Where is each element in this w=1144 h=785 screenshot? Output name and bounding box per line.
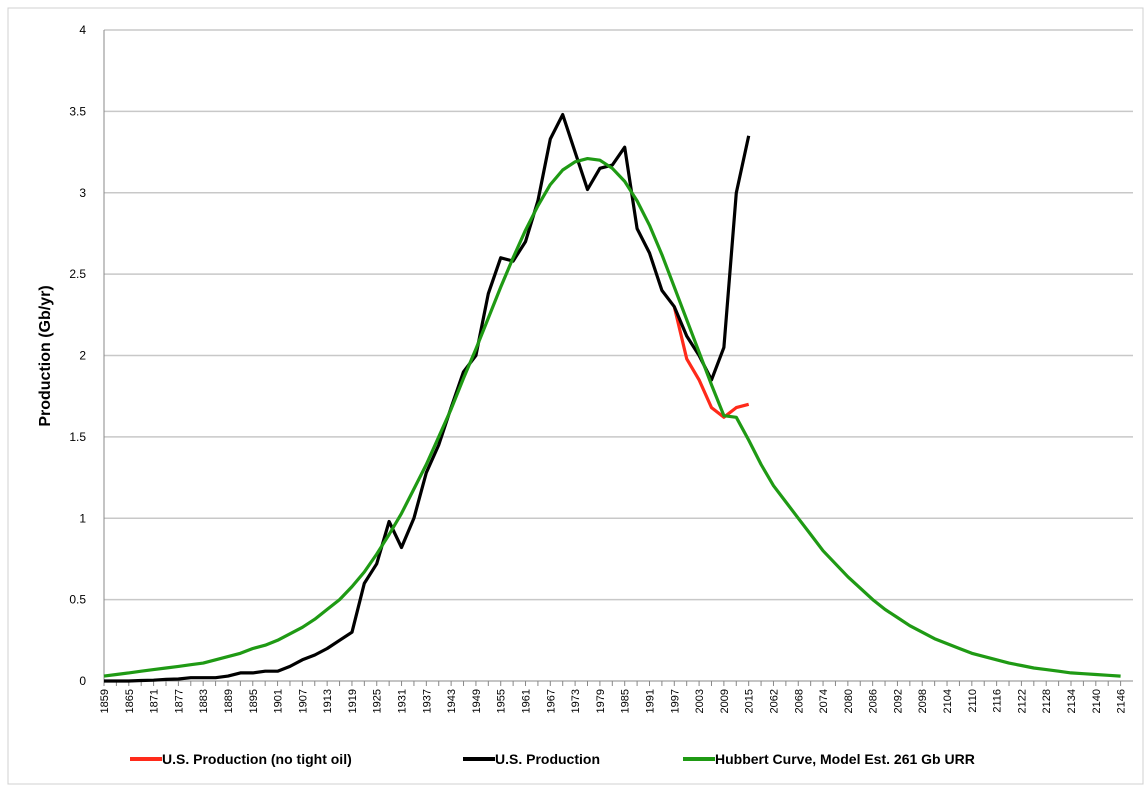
x-tick-label: 1907 bbox=[297, 689, 309, 713]
x-tick-label: 1865 bbox=[124, 689, 136, 713]
x-tick-label: 2074 bbox=[818, 689, 830, 713]
x-tick-label: 2068 bbox=[793, 689, 805, 713]
x-tick-label: 2015 bbox=[744, 689, 756, 713]
legend-label: Hubbert Curve, Model Est. 261 Gb URR bbox=[715, 751, 975, 767]
y-tick-label: 1.5 bbox=[69, 430, 86, 444]
x-tick-label: 1889 bbox=[223, 689, 235, 713]
x-tick-label: 1991 bbox=[644, 689, 656, 713]
y-tick-label: 2 bbox=[79, 349, 86, 363]
x-tick-label: 1895 bbox=[248, 689, 260, 713]
y-tick-label: 0 bbox=[79, 674, 86, 688]
series-line bbox=[104, 113, 751, 683]
y-tick-label: 2.5 bbox=[69, 267, 86, 281]
x-tick-label: 2009 bbox=[719, 689, 731, 713]
y-tick-label: 1 bbox=[79, 511, 86, 525]
x-tick-label: 1931 bbox=[397, 689, 409, 713]
x-tick-label: 2104 bbox=[942, 689, 954, 713]
x-tick-label: 2080 bbox=[843, 689, 855, 713]
y-tick-label: 4 bbox=[79, 23, 86, 37]
x-tick-label: 1997 bbox=[669, 689, 681, 713]
x-tick-label: 1961 bbox=[521, 689, 533, 713]
x-tick-label: 2110 bbox=[967, 689, 979, 713]
x-tick-label: 1985 bbox=[620, 689, 632, 713]
x-tick-label: 1901 bbox=[273, 689, 285, 713]
x-tick-label: 1955 bbox=[496, 689, 508, 713]
x-tick-label: 1943 bbox=[446, 689, 458, 713]
x-tick-label: 2134 bbox=[1066, 689, 1078, 713]
x-tick-label: 1925 bbox=[372, 689, 384, 713]
x-tick-label: 1883 bbox=[198, 689, 210, 713]
x-tick-label: 2140 bbox=[1091, 689, 1103, 713]
x-tick-label: 1967 bbox=[545, 689, 557, 713]
x-tick-label: 2098 bbox=[917, 689, 929, 713]
x-tick-label: 2003 bbox=[694, 689, 706, 713]
y-tick-label: 3.5 bbox=[69, 104, 86, 118]
x-tick-label: 2128 bbox=[1041, 689, 1053, 713]
x-tick-label: 1913 bbox=[322, 689, 334, 713]
x-tick-label: 2086 bbox=[868, 689, 880, 713]
chart-frame bbox=[7, 7, 1144, 785]
x-tick-label: 2146 bbox=[1116, 689, 1128, 713]
y-tick-label: 3 bbox=[79, 186, 86, 200]
x-tick-label: 1859 bbox=[99, 689, 111, 713]
legend-label: U.S. Production bbox=[495, 751, 600, 767]
x-tick-label: 2062 bbox=[768, 689, 780, 713]
x-tick-label: 1919 bbox=[347, 689, 359, 713]
x-tick-label: 1937 bbox=[421, 689, 433, 713]
x-tick-label: 1877 bbox=[173, 689, 185, 713]
series-line bbox=[103, 157, 1121, 678]
x-tick-label: 1871 bbox=[149, 689, 161, 713]
y-axis-title: Production (Gb/yr) bbox=[37, 285, 54, 426]
legend-label: U.S. Production (no tight oil) bbox=[162, 751, 352, 767]
y-tick-label: 0.5 bbox=[69, 593, 86, 607]
x-tick-label: 2092 bbox=[892, 689, 904, 713]
x-tick-label: 2122 bbox=[1016, 689, 1028, 713]
x-tick-label: 2116 bbox=[992, 689, 1004, 713]
x-tick-label: 1979 bbox=[595, 689, 607, 713]
x-tick-label: 1973 bbox=[570, 689, 582, 713]
x-tick-label: 1949 bbox=[471, 689, 483, 713]
series-line bbox=[672, 306, 750, 419]
